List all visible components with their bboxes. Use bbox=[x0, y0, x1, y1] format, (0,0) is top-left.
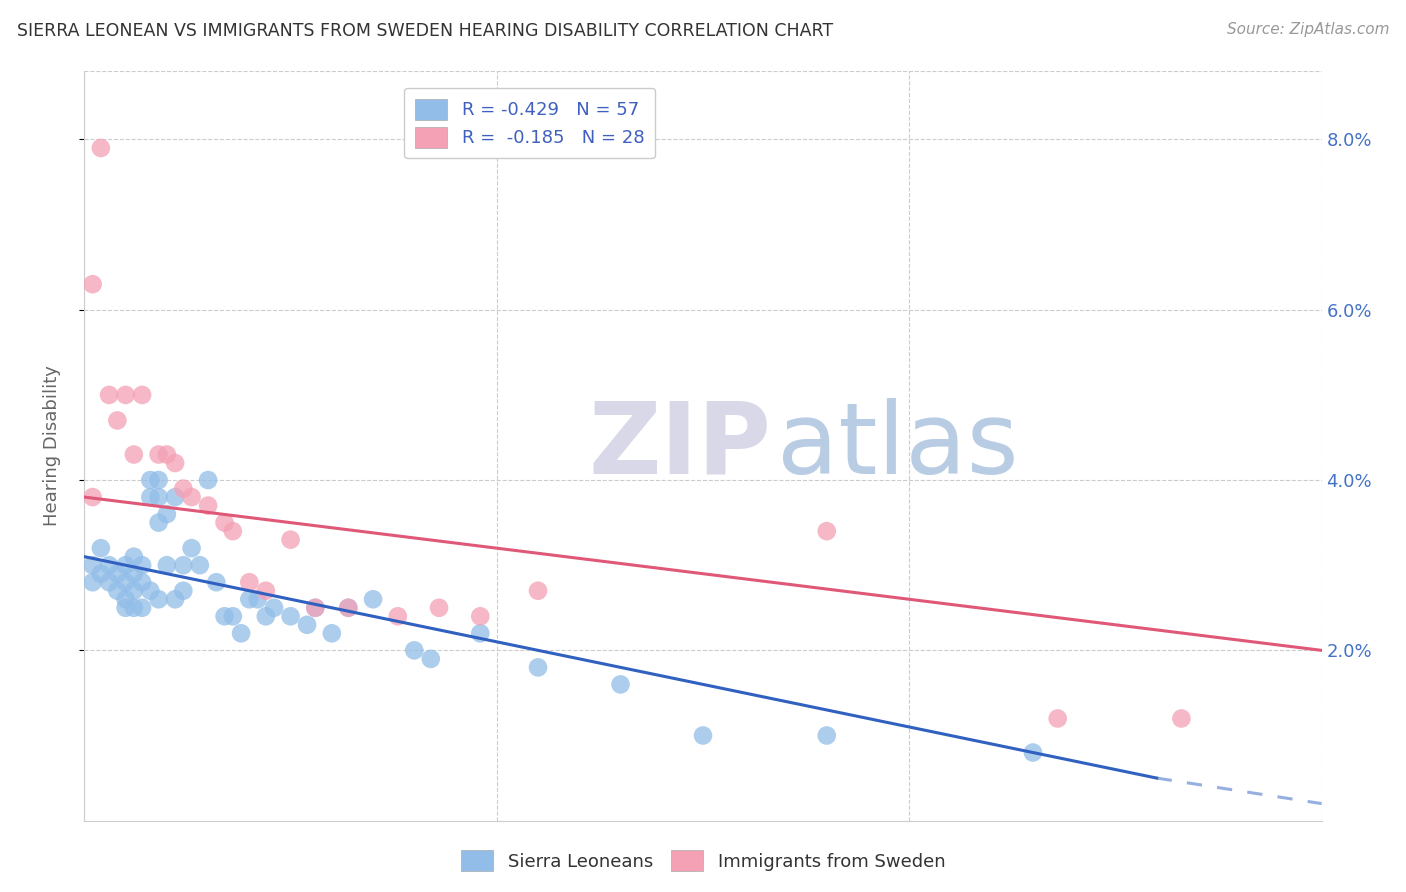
Point bbox=[148, 448, 170, 462]
Point bbox=[229, 626, 252, 640]
Point bbox=[254, 583, 277, 598]
Point bbox=[609, 677, 631, 691]
Point bbox=[105, 583, 128, 598]
Point bbox=[387, 609, 409, 624]
Text: SIERRA LEONEAN VS IMMIGRANTS FROM SWEDEN HEARING DISABILITY CORRELATION CHART: SIERRA LEONEAN VS IMMIGRANTS FROM SWEDEN… bbox=[17, 22, 832, 40]
Point bbox=[114, 592, 136, 607]
Point bbox=[114, 388, 136, 402]
Point bbox=[205, 575, 228, 590]
Point bbox=[222, 524, 245, 538]
Y-axis label: Hearing Disability: Hearing Disability bbox=[42, 366, 60, 526]
Point bbox=[280, 533, 302, 547]
Point bbox=[1170, 711, 1192, 725]
Point bbox=[148, 490, 170, 504]
Point bbox=[263, 600, 285, 615]
Point bbox=[180, 541, 202, 556]
Point bbox=[165, 592, 187, 607]
Point bbox=[246, 592, 269, 607]
Point bbox=[214, 609, 236, 624]
Point bbox=[337, 600, 360, 615]
Point bbox=[188, 558, 211, 573]
Point bbox=[148, 473, 170, 487]
Point bbox=[180, 490, 202, 504]
Point bbox=[280, 609, 302, 624]
Point bbox=[122, 583, 145, 598]
Point bbox=[131, 558, 153, 573]
Point bbox=[197, 499, 219, 513]
Point bbox=[156, 558, 179, 573]
Point bbox=[165, 490, 187, 504]
Legend: R = -0.429   N = 57, R =  -0.185   N = 28: R = -0.429 N = 57, R = -0.185 N = 28 bbox=[404, 88, 655, 159]
Point bbox=[470, 609, 492, 624]
Point bbox=[90, 541, 112, 556]
Point bbox=[98, 558, 121, 573]
Text: atlas: atlas bbox=[778, 398, 1019, 494]
Point bbox=[131, 600, 153, 615]
Point bbox=[82, 575, 104, 590]
Point bbox=[295, 617, 318, 632]
Point bbox=[90, 566, 112, 581]
Point bbox=[148, 592, 170, 607]
Point bbox=[815, 524, 838, 538]
Point bbox=[1022, 746, 1045, 760]
Point bbox=[527, 660, 550, 674]
Point bbox=[527, 583, 550, 598]
Point bbox=[361, 592, 384, 607]
Point bbox=[114, 558, 136, 573]
Point bbox=[254, 609, 277, 624]
Point bbox=[172, 482, 194, 496]
Point bbox=[304, 600, 326, 615]
Point bbox=[156, 448, 179, 462]
Point bbox=[122, 549, 145, 564]
Point bbox=[470, 626, 492, 640]
Point bbox=[82, 558, 104, 573]
Point bbox=[1046, 711, 1069, 725]
Point bbox=[304, 600, 326, 615]
Point bbox=[337, 600, 360, 615]
Legend: Sierra Leoneans, Immigrants from Sweden: Sierra Leoneans, Immigrants from Sweden bbox=[453, 843, 953, 879]
Point bbox=[419, 652, 441, 666]
Point bbox=[122, 600, 145, 615]
Point bbox=[105, 413, 128, 427]
Point bbox=[692, 729, 714, 743]
Point bbox=[139, 490, 162, 504]
Text: Source: ZipAtlas.com: Source: ZipAtlas.com bbox=[1226, 22, 1389, 37]
Point bbox=[98, 388, 121, 402]
Point bbox=[82, 277, 104, 292]
Point bbox=[148, 516, 170, 530]
Point bbox=[427, 600, 450, 615]
Point bbox=[82, 490, 104, 504]
Point bbox=[172, 583, 194, 598]
Point bbox=[172, 558, 194, 573]
Point bbox=[139, 473, 162, 487]
Point bbox=[404, 643, 426, 657]
Point bbox=[815, 729, 838, 743]
Point bbox=[321, 626, 343, 640]
Point bbox=[122, 566, 145, 581]
Point bbox=[222, 609, 245, 624]
Point bbox=[165, 456, 187, 470]
Point bbox=[214, 516, 236, 530]
Point bbox=[90, 141, 112, 155]
Point bbox=[114, 600, 136, 615]
Text: ZIP: ZIP bbox=[588, 398, 770, 494]
Point bbox=[98, 575, 121, 590]
Point bbox=[197, 473, 219, 487]
Point bbox=[114, 575, 136, 590]
Point bbox=[238, 592, 260, 607]
Point bbox=[122, 448, 145, 462]
Point bbox=[131, 575, 153, 590]
Point bbox=[105, 566, 128, 581]
Point bbox=[139, 583, 162, 598]
Point bbox=[131, 388, 153, 402]
Point bbox=[238, 575, 260, 590]
Point bbox=[156, 507, 179, 521]
